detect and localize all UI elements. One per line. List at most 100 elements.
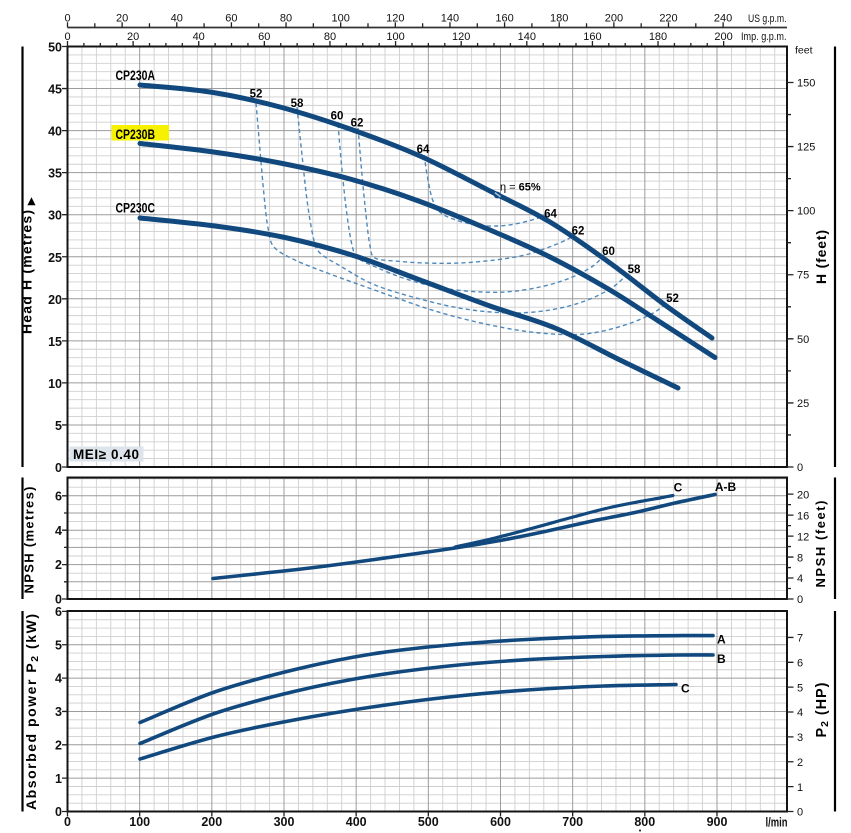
- svg-text:160: 160: [583, 31, 601, 43]
- svg-text:140: 140: [441, 13, 459, 25]
- svg-text:4: 4: [797, 573, 803, 585]
- svg-text:180: 180: [550, 13, 568, 25]
- svg-text:200: 200: [714, 31, 732, 43]
- svg-text:75: 75: [797, 270, 809, 282]
- svg-text:20: 20: [127, 31, 139, 43]
- svg-text:52: 52: [666, 293, 679, 305]
- svg-text:60: 60: [225, 13, 237, 25]
- svg-text:80: 80: [324, 31, 336, 43]
- svg-text:NPSH (feet): NPSH (feet): [813, 501, 828, 588]
- svg-text:5: 5: [55, 638, 62, 652]
- svg-text:MEI≥ 0.40: MEI≥ 0.40: [73, 447, 139, 462]
- svg-text:120: 120: [386, 13, 404, 25]
- svg-text:30: 30: [48, 209, 62, 223]
- svg-text:20: 20: [116, 13, 128, 25]
- svg-text:25: 25: [48, 251, 62, 265]
- svg-text:5: 5: [797, 682, 803, 694]
- svg-text:2: 2: [55, 558, 62, 572]
- svg-text:100: 100: [332, 13, 350, 25]
- svg-text:0: 0: [55, 461, 62, 475]
- svg-text:CP230C: CP230C: [116, 201, 156, 216]
- svg-text:100: 100: [386, 31, 404, 43]
- svg-text:16: 16: [797, 510, 809, 522]
- svg-text:40: 40: [193, 31, 205, 43]
- svg-text:15: 15: [48, 335, 62, 349]
- svg-text:25: 25: [797, 398, 809, 410]
- svg-text:6: 6: [797, 658, 803, 670]
- svg-text:62: 62: [351, 118, 364, 130]
- svg-text:8: 8: [797, 552, 803, 564]
- svg-text:C: C: [674, 481, 683, 495]
- svg-text:300: 300: [274, 815, 295, 829]
- svg-text:3: 3: [55, 705, 62, 719]
- svg-text:60: 60: [602, 246, 615, 258]
- svg-text:58: 58: [628, 264, 641, 276]
- svg-text:0: 0: [64, 13, 70, 25]
- svg-text:0: 0: [64, 815, 71, 829]
- svg-text:20: 20: [48, 293, 62, 307]
- svg-text:240: 240: [714, 13, 732, 25]
- svg-text:500: 500: [418, 815, 439, 829]
- svg-text:US g.p.m.: US g.p.m.: [748, 13, 787, 25]
- svg-text:200: 200: [605, 13, 623, 25]
- svg-text:4: 4: [55, 672, 62, 686]
- svg-text:1: 1: [797, 782, 803, 794]
- svg-text:4: 4: [797, 707, 803, 719]
- svg-text:180: 180: [649, 31, 667, 43]
- svg-text:A: A: [717, 633, 726, 647]
- svg-text:62: 62: [572, 226, 585, 238]
- svg-text:CP230A: CP230A: [116, 68, 156, 83]
- svg-text:150: 150: [797, 78, 815, 90]
- svg-text:100: 100: [129, 815, 150, 829]
- svg-text:Absorbed power P2 (kW): Absorbed power P2 (kW): [23, 614, 41, 810]
- svg-text:0: 0: [797, 594, 803, 606]
- svg-text:40: 40: [48, 125, 62, 139]
- svg-text:64: 64: [417, 144, 430, 156]
- svg-text:P2 (HP): P2 (HP): [814, 682, 831, 737]
- svg-text:45: 45: [48, 83, 62, 97]
- svg-text:900: 900: [707, 815, 728, 829]
- svg-text:0: 0: [797, 807, 803, 819]
- svg-text:60: 60: [258, 31, 270, 43]
- svg-text:35: 35: [48, 167, 62, 181]
- svg-text:C: C: [681, 682, 690, 696]
- svg-text:60: 60: [331, 111, 344, 123]
- svg-text:3: 3: [797, 732, 803, 744]
- svg-text:50: 50: [48, 41, 62, 55]
- svg-text:700: 700: [562, 815, 583, 829]
- svg-text:6: 6: [55, 489, 62, 503]
- svg-text:Head H (metres): Head H (metres): [19, 210, 35, 334]
- svg-text:58: 58: [291, 98, 304, 110]
- svg-text:5: 5: [55, 419, 62, 433]
- svg-text:10: 10: [48, 377, 62, 391]
- svg-text:20: 20: [797, 489, 809, 501]
- svg-text:0: 0: [55, 805, 62, 819]
- svg-text:12: 12: [797, 531, 809, 543]
- svg-text:2: 2: [55, 738, 62, 752]
- svg-text:A-B: A-B: [715, 480, 737, 494]
- svg-text:40: 40: [171, 13, 183, 25]
- svg-text:6: 6: [55, 605, 62, 619]
- svg-text:120: 120: [452, 31, 470, 43]
- svg-text:7: 7: [797, 633, 803, 645]
- svg-text:1: 1: [55, 772, 62, 786]
- svg-text:800: 800: [634, 815, 655, 829]
- svg-text:H (feet): H (feet): [813, 230, 829, 284]
- svg-text:NPSH (metres): NPSH (metres): [22, 487, 37, 594]
- svg-text:220: 220: [659, 13, 677, 25]
- svg-text:64: 64: [544, 209, 557, 221]
- svg-text:50: 50: [797, 334, 809, 346]
- svg-text:η = 65%: η = 65%: [500, 182, 541, 194]
- svg-text:feet: feet: [795, 45, 813, 57]
- svg-text:100: 100: [797, 206, 815, 218]
- svg-text:600: 600: [490, 815, 511, 829]
- svg-text:200: 200: [201, 815, 222, 829]
- svg-text:80: 80: [280, 13, 292, 25]
- svg-text:B: B: [717, 652, 726, 666]
- svg-text:52: 52: [250, 89, 263, 101]
- svg-text:4: 4: [55, 524, 62, 538]
- svg-text:0: 0: [797, 462, 803, 474]
- svg-text:160: 160: [495, 13, 513, 25]
- svg-text:125: 125: [797, 142, 815, 154]
- svg-text:Imp. g.p.m.: Imp. g.p.m.: [741, 31, 787, 43]
